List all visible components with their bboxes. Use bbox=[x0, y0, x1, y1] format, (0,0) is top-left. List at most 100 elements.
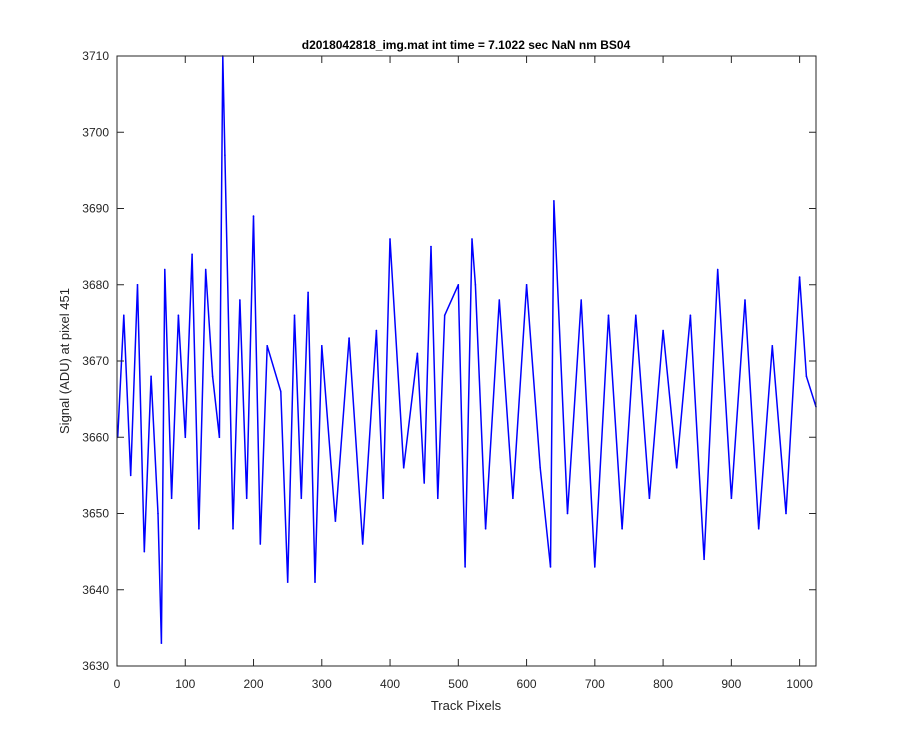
data-point bbox=[484, 528, 487, 530]
y-tick-label: 3660 bbox=[82, 430, 109, 444]
data-point bbox=[443, 314, 446, 317]
axes-box bbox=[116, 55, 817, 667]
chart-title: d2018042818_img.mat int time = 7.1022 se… bbox=[302, 38, 631, 52]
data-point bbox=[177, 314, 180, 317]
data-point bbox=[457, 284, 460, 286]
data-point bbox=[348, 337, 350, 339]
x-tick-label: 200 bbox=[244, 677, 264, 691]
x-tick-label: 800 bbox=[653, 677, 673, 691]
data-point bbox=[525, 284, 528, 286]
data-point bbox=[286, 581, 289, 583]
x-tick-label: 400 bbox=[380, 677, 400, 691]
data-point bbox=[361, 543, 364, 545]
x-tick-label: 600 bbox=[517, 677, 537, 691]
data-point bbox=[170, 497, 173, 500]
data-point bbox=[204, 268, 207, 271]
data-point bbox=[580, 299, 582, 301]
data-point bbox=[129, 474, 132, 477]
data-point bbox=[293, 314, 296, 317]
data-point bbox=[150, 375, 152, 378]
data-point bbox=[307, 291, 309, 294]
y-tick-label: 3670 bbox=[82, 354, 109, 368]
data-point bbox=[512, 497, 514, 500]
data-point bbox=[607, 314, 610, 317]
x-tick-label: 500 bbox=[448, 677, 468, 691]
data-point bbox=[252, 215, 255, 217]
data-point bbox=[471, 238, 473, 240]
data-point bbox=[416, 352, 419, 355]
data-point bbox=[160, 642, 163, 644]
data-point bbox=[757, 528, 760, 530]
data-point bbox=[771, 345, 774, 347]
x-axis-label: Track Pixels bbox=[431, 698, 502, 713]
data-point bbox=[621, 528, 623, 530]
x-tick-label: 300 bbox=[312, 677, 332, 691]
data-point bbox=[553, 200, 555, 202]
data-point bbox=[648, 497, 651, 500]
data-point bbox=[689, 314, 692, 317]
data-point bbox=[744, 299, 746, 301]
data-point bbox=[191, 253, 193, 256]
tick-layer: 0 100 200 300 400 500 600 700 800 900 1000 3630 3640… bbox=[82, 49, 816, 691]
x-tick-label: 100 bbox=[175, 677, 195, 691]
data-point bbox=[437, 497, 439, 500]
data-point bbox=[259, 543, 262, 545]
data-point bbox=[703, 558, 705, 561]
data-point bbox=[662, 329, 664, 332]
data-point bbox=[539, 467, 541, 469]
y-tick-label: 3700 bbox=[82, 125, 109, 139]
data-point bbox=[798, 276, 801, 278]
y-axis-label: Signal (ADU) at pixel 451 bbox=[57, 288, 72, 434]
data-point bbox=[198, 528, 200, 530]
y-tick-label: 3690 bbox=[82, 202, 109, 216]
data-point bbox=[224, 154, 226, 156]
data-point bbox=[785, 512, 787, 515]
data-point bbox=[300, 497, 303, 500]
data-point bbox=[211, 375, 214, 378]
data-point bbox=[402, 467, 405, 469]
data-point bbox=[184, 436, 187, 439]
data-point bbox=[566, 512, 569, 515]
data-point bbox=[143, 550, 146, 553]
data-point bbox=[218, 436, 221, 439]
x-tick-label: 700 bbox=[585, 677, 605, 691]
data-point bbox=[464, 566, 466, 568]
data-point bbox=[375, 329, 378, 332]
data-point bbox=[389, 238, 391, 240]
data-point bbox=[635, 314, 637, 317]
y-tick-label: 3650 bbox=[82, 507, 109, 521]
data-point bbox=[498, 299, 501, 301]
x-tick-label: 900 bbox=[721, 677, 741, 691]
data-point bbox=[549, 566, 552, 568]
data-point bbox=[321, 345, 323, 347]
data-point bbox=[164, 268, 166, 271]
data-point bbox=[805, 375, 808, 378]
data-point bbox=[382, 497, 385, 500]
data-point bbox=[730, 497, 733, 500]
x-tick-label: 0 bbox=[114, 677, 121, 691]
y-tick-label: 3640 bbox=[82, 583, 109, 597]
data-point bbox=[423, 482, 426, 484]
data-point bbox=[245, 497, 248, 500]
data-point bbox=[266, 345, 269, 347]
data-point bbox=[430, 245, 432, 248]
data-point bbox=[314, 581, 316, 583]
x-tick-label: 1000 bbox=[786, 677, 813, 691]
y-tick-label: 3630 bbox=[82, 659, 109, 673]
data-point bbox=[136, 284, 139, 286]
data-point bbox=[675, 467, 678, 469]
plot-area bbox=[117, 56, 816, 666]
data-point bbox=[716, 268, 719, 271]
data-point bbox=[123, 314, 125, 317]
data-point bbox=[334, 520, 337, 522]
data-point bbox=[232, 528, 234, 530]
data-point bbox=[157, 512, 159, 515]
data-point bbox=[594, 566, 596, 568]
y-tick-label: 3680 bbox=[82, 278, 109, 292]
data-point bbox=[474, 284, 477, 286]
data-point bbox=[239, 299, 241, 301]
data-point bbox=[280, 390, 282, 393]
y-tick-label: 3710 bbox=[82, 49, 109, 63]
series-layer bbox=[116, 55, 817, 644]
